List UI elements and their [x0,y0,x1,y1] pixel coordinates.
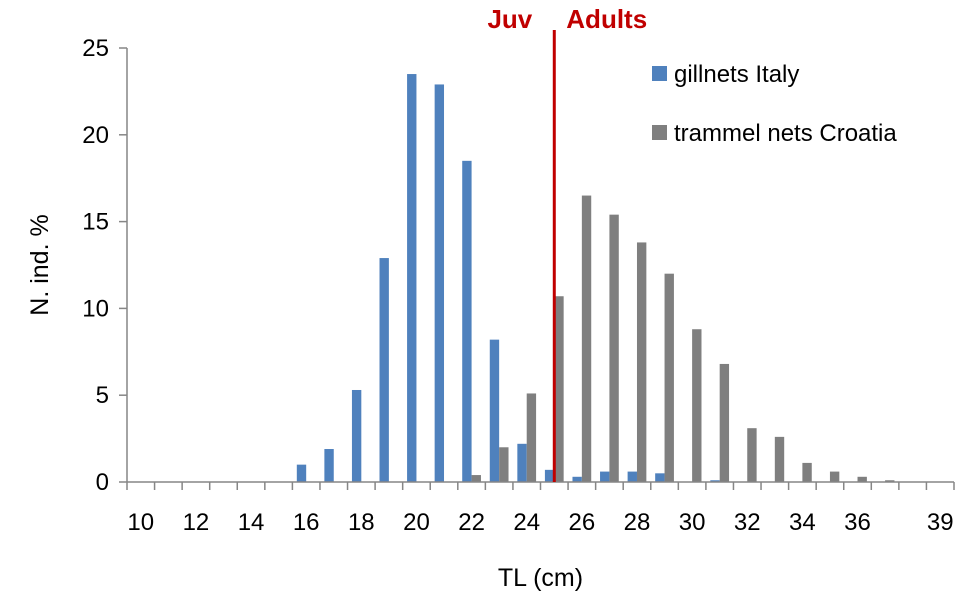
x-tick-label: 26 [568,509,595,536]
bar-trammel-30 [692,329,702,482]
bar-gillnets-26 [572,476,582,482]
x-tick-label: 32 [734,509,761,536]
x-tick-label: 22 [458,509,485,536]
bar-trammel-32 [747,428,757,482]
legend-label-gillnets: gillnets Italy [674,61,799,88]
x-tick-label: 16 [293,509,320,536]
x-tick-label: 20 [403,509,430,536]
x-tick-label: 28 [624,509,651,536]
x-tick-label: 39 [927,509,954,536]
legend: gillnets Italy trammel nets Croatia [652,61,897,147]
y-tick-label: 15 [82,209,109,236]
bar-trammel-28 [636,242,647,482]
x-tick-label: 30 [679,509,706,536]
bar-gillnets-16 [296,464,307,482]
x-tick-label: 24 [513,509,540,536]
y-axis-title: N. ind. % [26,214,54,315]
bar-gillnets-22 [462,160,472,482]
bar-trammel-35 [829,471,840,482]
bar-gillnets-17 [324,449,334,482]
y-tick-label: 10 [82,295,109,322]
legend-swatch-trammel [652,125,667,140]
x-tick-label: 34 [789,509,816,536]
bar-trammel-26 [581,195,592,482]
bar-gillnets-20 [407,74,417,482]
bar-trammel-24 [526,393,537,482]
bar-trammel-27 [609,214,619,482]
bar-gillnets-19 [379,258,389,482]
y-tick-label: 25 [82,35,109,62]
x-tick-label: 10 [127,509,154,536]
bar-trammel-25 [554,296,564,482]
y-tick-label: 0 [96,469,109,496]
juvenile-adult-divider: Juv Adults [487,4,647,482]
y-tick-label: 5 [96,382,109,409]
bar-gillnets-31 [710,480,720,482]
bar-gillnets-27 [600,471,610,482]
bars [296,74,895,483]
legend-swatch-gillnets [652,66,667,81]
y-tick-label: 20 [82,122,109,149]
bar-gillnets-23 [489,339,500,482]
bar-trammel-36 [857,476,867,482]
axes [126,48,954,483]
x-tick-label: 36 [844,509,871,536]
x-ticks: 10 12 14 16 18 20 22 24 26 28 30 32 34 36 39 [126,482,955,536]
bar-trammel-34 [802,462,812,482]
bar-trammel-29 [664,273,674,482]
x-tick-label: 18 [348,509,375,536]
bar-gillnets-18 [351,389,362,482]
x-tick-label: 12 [183,509,210,536]
bar-gillnets-29 [655,473,665,482]
bar-gillnets-24 [517,443,527,482]
bar-trammel-22 [471,475,481,482]
bar-trammel-33 [774,436,785,482]
legend-label-trammel: trammel nets Croatia [674,120,897,147]
bar-gillnets-21 [434,84,445,483]
juv-label: Juv [487,4,532,34]
bar-trammel-23 [499,447,509,482]
adults-label: Adults [566,4,647,34]
bar-gillnets-28 [627,471,637,482]
bar-gillnets-25 [544,469,555,482]
y-ticks: 0 5 10 15 20 25 [82,35,127,496]
bar-trammel-37 [885,480,895,482]
x-tick-label: 14 [238,509,265,536]
bar-trammel-31 [719,363,730,482]
x-axis-title: TL (cm) [498,564,583,592]
